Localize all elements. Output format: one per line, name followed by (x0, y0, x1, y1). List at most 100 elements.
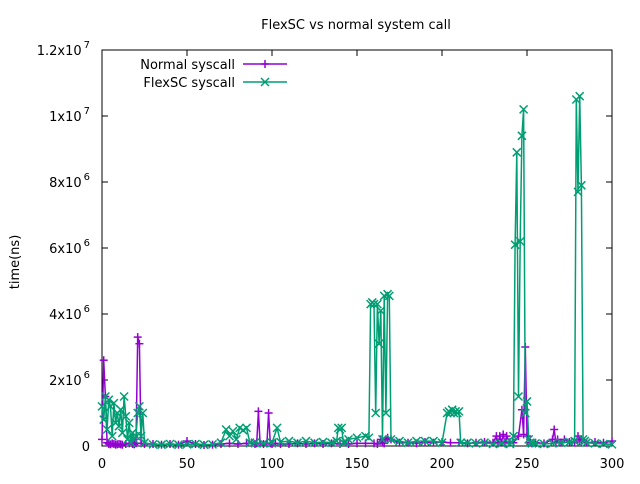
marker-stroke (117, 428, 127, 438)
data-point (136, 431, 146, 441)
data-point (224, 431, 235, 441)
x-tick-label: 0 (98, 457, 106, 472)
data-point (119, 391, 129, 402)
marker-stroke (519, 104, 529, 114)
marker-stroke (275, 437, 286, 447)
data-point (556, 438, 566, 448)
data-point (343, 434, 354, 444)
marker-stroke (104, 395, 114, 405)
data-point (107, 431, 117, 441)
marker-stroke (576, 180, 586, 190)
marker-stroke (99, 415, 109, 425)
marker-stroke (513, 391, 524, 402)
marker-stroke (199, 440, 209, 450)
data-point (284, 436, 294, 446)
data-point (182, 439, 192, 449)
y-tick-label: 4x10 6 (49, 304, 90, 323)
data-point (318, 437, 328, 447)
data-point (173, 440, 184, 450)
data-point (117, 428, 127, 438)
marker-stroke (241, 423, 252, 433)
marker-stroke (173, 440, 184, 450)
data-point (221, 424, 231, 435)
data-point (381, 408, 391, 418)
x-tick-label: 100 (260, 457, 285, 472)
data-point (547, 438, 558, 448)
marker-stroke (182, 439, 192, 449)
data-point (98, 435, 106, 444)
marker-stroke (109, 398, 119, 408)
data-point (121, 411, 131, 421)
marker-stroke (556, 438, 566, 448)
data-point (520, 408, 530, 418)
marker-stroke (488, 439, 498, 449)
marker-stroke (520, 408, 530, 418)
marker-stroke (462, 438, 473, 448)
marker-stroke (121, 411, 131, 421)
legend-marker (261, 60, 269, 68)
marker-stroke (377, 434, 388, 444)
legend: Normal syscall FlexSC syscall (140, 58, 287, 91)
data-point (124, 418, 134, 428)
data-point (134, 401, 144, 411)
data-point (386, 434, 396, 444)
series-line (101, 95, 613, 446)
marker-stroke (374, 339, 384, 349)
y-tick-label: 1.2x10 7 (37, 40, 90, 59)
data-point (241, 423, 252, 433)
series-layer (97, 91, 617, 450)
marker-stroke (250, 438, 260, 448)
marker-stroke (510, 240, 520, 250)
plot-frame (101, 49, 613, 447)
marker-stroke (165, 439, 175, 449)
x-axis-ticks: 0 50 100 150 200 250 300 (98, 50, 625, 472)
marker-stroke (228, 426, 238, 436)
marker-stroke (156, 440, 167, 450)
plot-border (101, 49, 613, 447)
data-point (254, 407, 263, 416)
data-point (364, 433, 374, 443)
data-point (102, 424, 112, 435)
data-point (575, 91, 585, 101)
marker-stroke (437, 438, 447, 448)
marker-stroke (386, 434, 396, 444)
data-point (488, 439, 498, 449)
marker-stroke (517, 131, 527, 141)
data-point (437, 438, 447, 448)
marker-stroke (138, 408, 148, 418)
marker-stroke (102, 424, 112, 435)
data-point (576, 180, 586, 190)
marker-stroke (420, 436, 430, 446)
marker-stroke (364, 433, 374, 443)
marker-stroke (284, 436, 294, 446)
marker-stroke (454, 406, 464, 416)
marker-stroke (575, 91, 585, 101)
marker-stroke (479, 438, 490, 448)
marker-stroke (136, 431, 146, 441)
data-point (97, 401, 107, 411)
data-point (99, 356, 108, 365)
marker-stroke (607, 439, 617, 449)
data-point (109, 398, 119, 408)
marker-stroke (124, 418, 134, 428)
y-tick-label: 8x10 6 (49, 172, 90, 191)
data-point (133, 333, 142, 342)
x-tick-label: 300 (600, 457, 625, 472)
marker-stroke (352, 433, 362, 443)
marker-stroke (360, 431, 371, 441)
marker-stroke (394, 436, 405, 446)
marker-stroke (272, 423, 282, 433)
data-point (373, 440, 382, 449)
y-tick-label: 0 (82, 440, 90, 455)
data-point (231, 434, 241, 444)
marker-stroke (260, 77, 270, 87)
data-point (207, 439, 218, 449)
data-point (462, 438, 473, 448)
marker-stroke (292, 438, 303, 448)
data-point (581, 438, 592, 448)
marker-stroke (369, 299, 379, 309)
marker-stroke (530, 438, 541, 448)
data-point (116, 405, 126, 415)
